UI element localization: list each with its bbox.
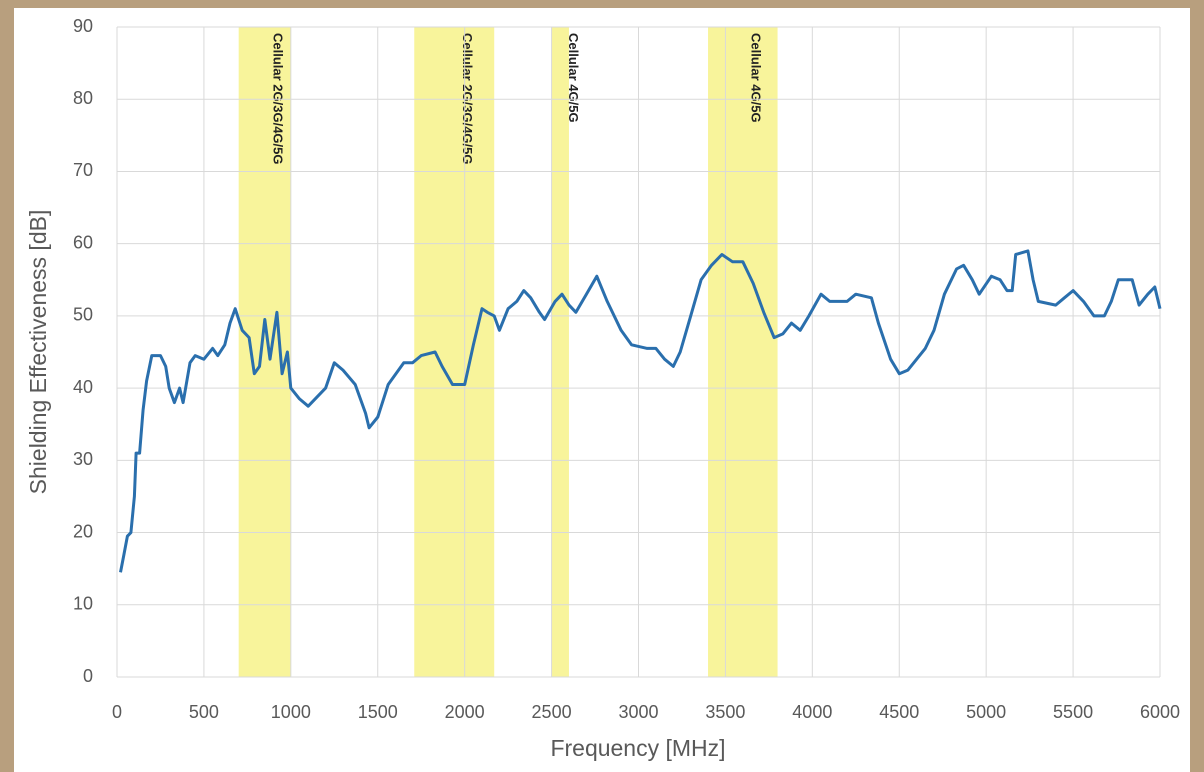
y-tick-label: 90 xyxy=(73,16,93,36)
frequency-band xyxy=(238,27,291,677)
frequency-band xyxy=(551,27,569,677)
x-tick-label: 2000 xyxy=(445,702,485,722)
x-tick-label: 3000 xyxy=(618,702,658,722)
y-tick-label: 50 xyxy=(73,305,93,325)
y-tick-label: 70 xyxy=(73,160,93,180)
y-axis-title: Shielding Effectiveness [dB] xyxy=(25,210,51,495)
plot xyxy=(119,249,1162,573)
x-tick-label: 1500 xyxy=(358,702,398,722)
x-tick-label: 2500 xyxy=(532,702,572,722)
x-tick-label: 5000 xyxy=(966,702,1006,722)
bands: Cellular 2G/3G/4G/5G Cellular 2G/3G/4G/5G… xyxy=(238,27,778,677)
x-tick-label: 500 xyxy=(189,702,219,722)
y-tick-label: 0 xyxy=(83,666,93,686)
x-tick-label: 0 xyxy=(112,702,122,722)
x-axis-title: Frequency [MHz] xyxy=(550,735,725,761)
band-label: Cellular 4G/5G xyxy=(748,33,763,123)
y-tick-label: 10 xyxy=(73,594,93,614)
y-tick-label: 30 xyxy=(73,449,93,469)
data-line xyxy=(119,249,1162,573)
x-tick-label: 4500 xyxy=(879,702,919,722)
band-label: Cellular 4G/5G xyxy=(566,33,581,123)
y-tick-label: 20 xyxy=(73,521,93,541)
y-tick-label: 40 xyxy=(73,377,93,397)
y-tick-label: 80 xyxy=(73,88,93,108)
y-tick-label: 60 xyxy=(73,232,93,252)
frequency-band xyxy=(414,27,495,677)
x-tick-label: 1000 xyxy=(271,702,311,722)
x-tick-label: 3500 xyxy=(705,702,745,722)
x-tick-label: 4000 xyxy=(792,702,832,722)
frequency-band xyxy=(708,27,778,677)
x-tick-label: 6000 xyxy=(1140,702,1180,722)
chart-background xyxy=(14,8,1190,772)
x-tick-label: 5500 xyxy=(1053,702,1093,722)
